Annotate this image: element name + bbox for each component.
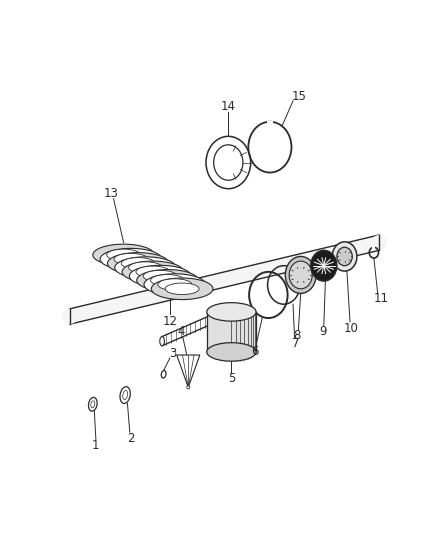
- Text: 10: 10: [344, 321, 359, 335]
- Text: 13: 13: [104, 187, 119, 200]
- Ellipse shape: [129, 262, 162, 273]
- Ellipse shape: [285, 256, 316, 294]
- Ellipse shape: [122, 261, 184, 282]
- Text: 12: 12: [162, 314, 177, 328]
- Text: 15: 15: [292, 90, 307, 103]
- Ellipse shape: [93, 244, 155, 265]
- Ellipse shape: [160, 336, 164, 346]
- Ellipse shape: [107, 253, 169, 274]
- Ellipse shape: [107, 249, 141, 261]
- Ellipse shape: [165, 283, 199, 295]
- Ellipse shape: [332, 242, 357, 271]
- Ellipse shape: [144, 274, 205, 295]
- Ellipse shape: [207, 343, 256, 361]
- Text: 8: 8: [293, 329, 300, 342]
- Text: 9: 9: [319, 326, 327, 338]
- Ellipse shape: [207, 303, 256, 321]
- Polygon shape: [372, 246, 375, 249]
- Text: 1: 1: [92, 439, 99, 453]
- Ellipse shape: [337, 247, 352, 265]
- Polygon shape: [70, 235, 379, 324]
- Text: 14: 14: [221, 100, 236, 113]
- Ellipse shape: [129, 265, 191, 287]
- Ellipse shape: [62, 309, 78, 324]
- Ellipse shape: [151, 278, 213, 300]
- Text: 2: 2: [127, 432, 134, 445]
- Polygon shape: [177, 355, 200, 387]
- Ellipse shape: [214, 145, 243, 180]
- Text: 7: 7: [292, 337, 300, 350]
- Text: 11: 11: [373, 292, 388, 305]
- Polygon shape: [207, 312, 256, 352]
- Ellipse shape: [151, 274, 184, 286]
- Ellipse shape: [115, 257, 177, 278]
- Ellipse shape: [187, 386, 190, 389]
- Ellipse shape: [137, 270, 198, 291]
- Text: 5: 5: [228, 372, 235, 385]
- Ellipse shape: [121, 257, 155, 269]
- Ellipse shape: [371, 235, 387, 251]
- Ellipse shape: [158, 279, 192, 290]
- Ellipse shape: [289, 261, 312, 289]
- Polygon shape: [267, 121, 273, 124]
- Ellipse shape: [114, 253, 148, 265]
- Text: 4: 4: [177, 326, 185, 338]
- Text: 6: 6: [251, 345, 258, 358]
- Ellipse shape: [206, 136, 251, 189]
- Text: 3: 3: [169, 347, 177, 360]
- Ellipse shape: [143, 270, 177, 282]
- Ellipse shape: [100, 248, 162, 270]
- Ellipse shape: [311, 251, 337, 281]
- Ellipse shape: [136, 266, 170, 278]
